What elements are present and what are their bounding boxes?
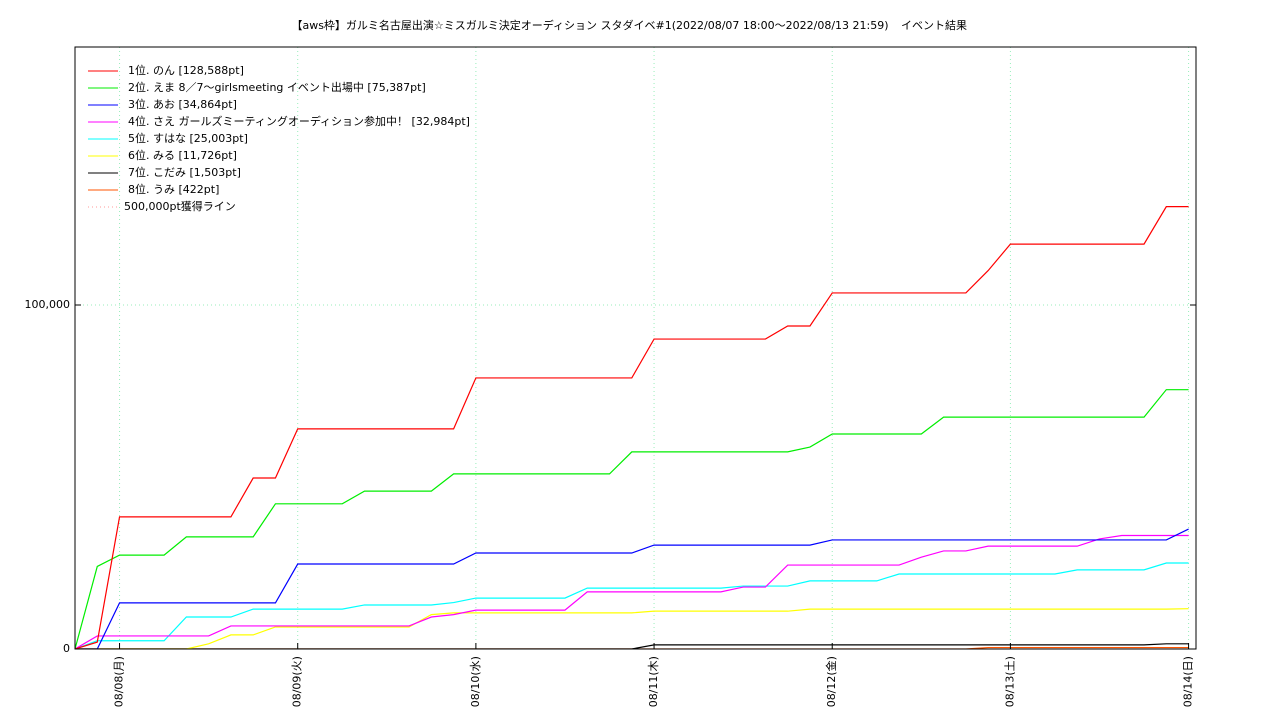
legend-label: 8位. うみ [422pt] xyxy=(128,182,219,196)
legend-label: 3位. あお [34,864pt] xyxy=(128,97,237,111)
x-tick-label: 08/12(金) xyxy=(824,656,838,707)
x-tick-label: 08/08(月) xyxy=(113,656,126,707)
x-tick-label: 08/10(水) xyxy=(469,656,482,707)
x-tick-label: 08/13(土) xyxy=(1003,656,1016,707)
series-line xyxy=(75,206,1189,649)
legend-label: 1位. のん [128,588pt] xyxy=(128,63,244,77)
legend-label: 5位. すはな [25,003pt] xyxy=(128,131,248,145)
x-tick-label: 08/14(日) xyxy=(1182,656,1195,707)
series-line xyxy=(75,562,1189,649)
legend-label: 500,000pt獲得ライン xyxy=(124,200,236,213)
series-line xyxy=(75,646,1189,649)
plot-frame xyxy=(74,46,1197,650)
series-line xyxy=(75,528,1189,649)
chart-subtitle: イベント結果 xyxy=(901,18,967,32)
series-line xyxy=(75,534,1189,649)
legend-label: 6位. みる [11,726pt] xyxy=(128,148,237,162)
x-tick-label: 08/09(火) xyxy=(291,656,304,707)
series-line xyxy=(75,389,1189,649)
legend-label: 4位. さえ ガールズミーティングオーディション参加中！ [32,984pt] xyxy=(128,114,470,128)
series-line xyxy=(75,608,1189,649)
y-tick-label: 100,000 xyxy=(25,298,71,311)
legend-label: 7位. こだみ [1,503pt] xyxy=(128,165,241,179)
legend-label: 2位. えま 8／7～girlsmeeting イベント出場中 [75,387p… xyxy=(128,80,426,94)
series-line xyxy=(75,643,1189,649)
x-tick-label: 08/11(木) xyxy=(647,656,660,707)
chart-title: 【aws枠】ガルミ名古屋出演☆ミスガルミ決定オーディション スタダイベ#1(20… xyxy=(291,18,888,32)
y-tick-label: 0 xyxy=(63,642,70,655)
